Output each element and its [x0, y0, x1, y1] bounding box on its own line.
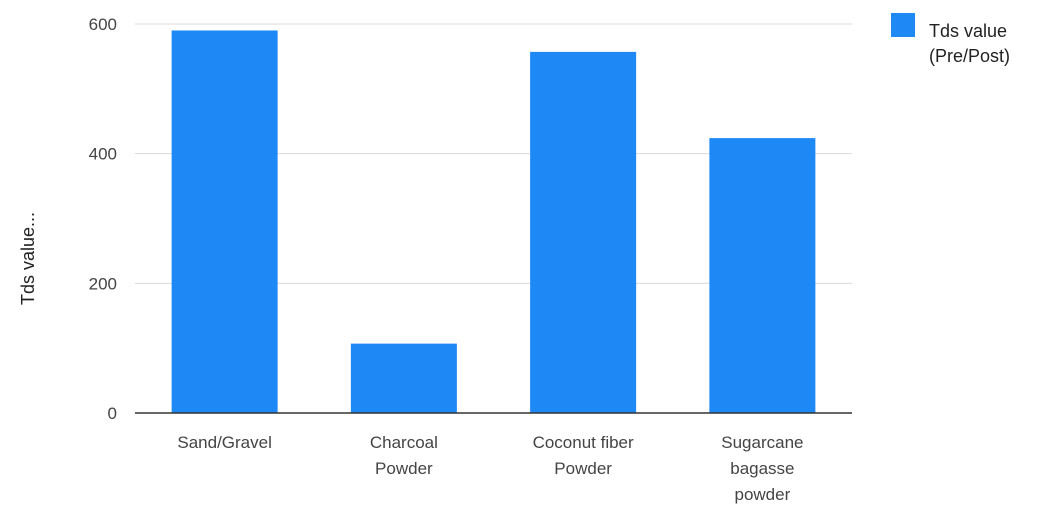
- bar: [171, 30, 278, 413]
- x-tick-label: Coconut fiber Powder: [533, 433, 634, 478]
- y-tick-label: 600: [89, 15, 117, 34]
- y-tick-label: 0: [108, 404, 117, 423]
- x-tick-label: Charcoal Powder: [370, 433, 438, 478]
- bar: [709, 138, 816, 413]
- legend-label: Tds value (Pre/Post): [929, 21, 1010, 66]
- bar: [530, 51, 637, 414]
- y-axis-ticks: 0 200 400 600: [89, 15, 117, 423]
- y-axis-title: Tds value...: [18, 212, 38, 305]
- x-tick-label: Sand/Gravel: [177, 433, 272, 452]
- legend: Tds value (Pre/Post): [891, 13, 1010, 66]
- y-tick-label: 400: [89, 145, 117, 164]
- bar: [350, 343, 457, 413]
- legend-swatch: [891, 13, 915, 37]
- bars: [171, 30, 816, 414]
- x-tick-label: Sugarcane bagasse powder: [721, 433, 803, 504]
- x-axis-ticks: Sand/Gravel Charcoal Powder Coconut fiber Po…: [177, 433, 803, 504]
- y-tick-label: 200: [89, 274, 117, 293]
